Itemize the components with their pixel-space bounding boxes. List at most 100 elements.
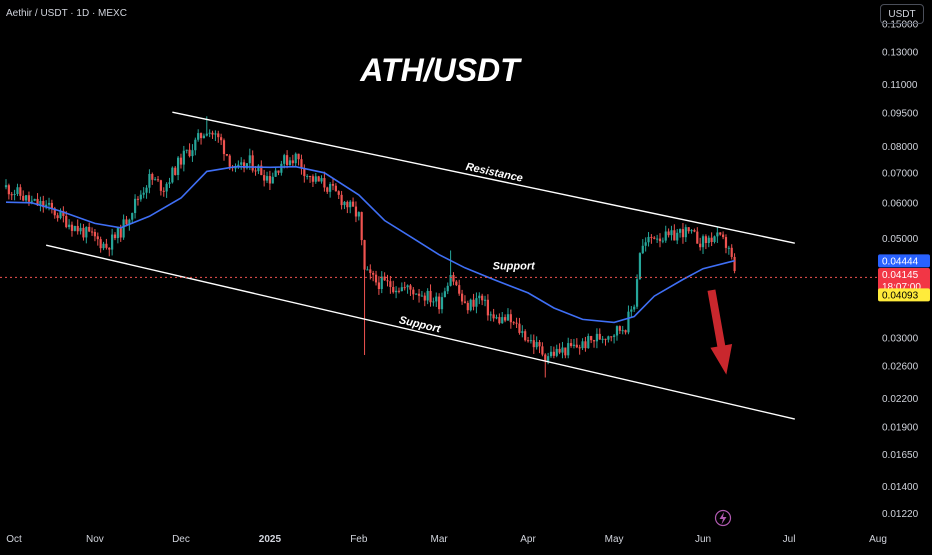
candle-body: [68, 224, 71, 228]
candle-body: [526, 340, 530, 342]
candle-body: [392, 286, 395, 293]
candle-body: [615, 326, 619, 336]
candle-body: [400, 287, 403, 292]
candle-body: [234, 167, 237, 169]
candle-body: [47, 202, 51, 205]
candle-body: [440, 297, 444, 310]
candle-body: [627, 311, 630, 333]
candle-body: [449, 275, 452, 286]
candle-body: [337, 191, 340, 195]
candle-body: [604, 338, 607, 340]
lightning-icon-ring: [714, 509, 732, 527]
candle-body: [656, 238, 659, 240]
x-tick-label: May: [605, 534, 624, 545]
candle-body: [222, 140, 226, 155]
candle-body: [684, 227, 687, 238]
candle-body: [512, 322, 515, 324]
candle-body: [33, 198, 36, 201]
candle-body: [24, 195, 28, 201]
candle-body: [323, 178, 326, 188]
candle-body: [159, 180, 162, 191]
candle-body: [707, 237, 710, 243]
candle-body: [297, 153, 300, 160]
candle-body: [406, 285, 409, 288]
candle-body: [495, 317, 498, 319]
support-line: [45, 244, 795, 420]
candle-body: [518, 323, 521, 333]
candle-body: [274, 170, 277, 177]
candle-body: [131, 213, 134, 220]
candle-body: [618, 326, 621, 331]
candle-body: [719, 232, 722, 235]
candle-body: [320, 178, 323, 182]
candle-body: [214, 133, 217, 135]
candle-body: [635, 279, 639, 307]
candle-body: [76, 225, 79, 232]
candle-body: [443, 291, 446, 298]
candle-body: [168, 182, 171, 184]
y-tick-label: 0.01400: [882, 482, 919, 493]
candle-body: [205, 133, 208, 136]
candle-body: [108, 247, 111, 250]
last-price-badge-text: 0.04145: [882, 270, 919, 281]
candle-body: [423, 295, 426, 301]
candle-body: [558, 348, 561, 353]
candle-body: [165, 183, 168, 192]
candle-body: [334, 185, 337, 192]
candle-body: [506, 314, 510, 321]
candle-body: [584, 341, 587, 349]
candle-body: [469, 299, 472, 311]
candle-body: [260, 165, 263, 176]
channel-lines: [45, 111, 795, 420]
candle-body: [82, 227, 85, 238]
candle-body: [567, 343, 570, 356]
candle-body: [693, 230, 696, 232]
candle-body: [291, 160, 294, 164]
candle-body: [653, 237, 656, 239]
quote-currency-button[interactable]: USDT: [880, 4, 924, 24]
candle-body: [185, 149, 188, 151]
candle-body: [377, 282, 380, 290]
candle-body: [45, 204, 48, 208]
candle-body: [125, 219, 128, 225]
candle-body: [62, 211, 65, 216]
candle-body: [85, 226, 88, 238]
candle-body: [50, 202, 53, 209]
candle-body: [673, 230, 676, 241]
candle-body: [458, 285, 461, 294]
candle-body: [610, 336, 613, 338]
candle-body: [369, 269, 372, 273]
y-tick-label: 0.02200: [882, 394, 919, 405]
y-tick-label: 0.03000: [882, 334, 919, 345]
candle-body: [409, 285, 412, 290]
candle-body: [73, 225, 76, 231]
candle-body: [228, 155, 231, 167]
candle-body: [56, 215, 59, 219]
candle-body: [564, 347, 567, 356]
candle-body: [699, 243, 702, 248]
candle-body: [412, 289, 415, 295]
y-tick-label: 0.13000: [882, 48, 919, 59]
candle-body: [713, 236, 716, 243]
candle-body: [581, 341, 584, 349]
candle-body: [142, 192, 145, 195]
candle-body: [122, 219, 125, 238]
y-tick-label: 0.01900: [882, 423, 919, 434]
candle-body: [188, 149, 191, 157]
ticker-label: Aethir / USDT · 1D · MEXC: [6, 8, 127, 19]
candle-body: [7, 185, 10, 195]
candle-body: [529, 340, 533, 342]
y-tick-label: 0.01220: [882, 509, 919, 520]
candle-body: [417, 293, 421, 296]
candle-body: [4, 185, 8, 188]
candle-body: [162, 190, 165, 192]
candle-body: [374, 274, 378, 283]
candle-body: [53, 208, 56, 216]
candle-body: [472, 299, 475, 307]
candle-body: [498, 317, 501, 324]
candle-body: [475, 298, 478, 307]
candle-body: [90, 231, 94, 233]
candle-body: [199, 133, 203, 139]
